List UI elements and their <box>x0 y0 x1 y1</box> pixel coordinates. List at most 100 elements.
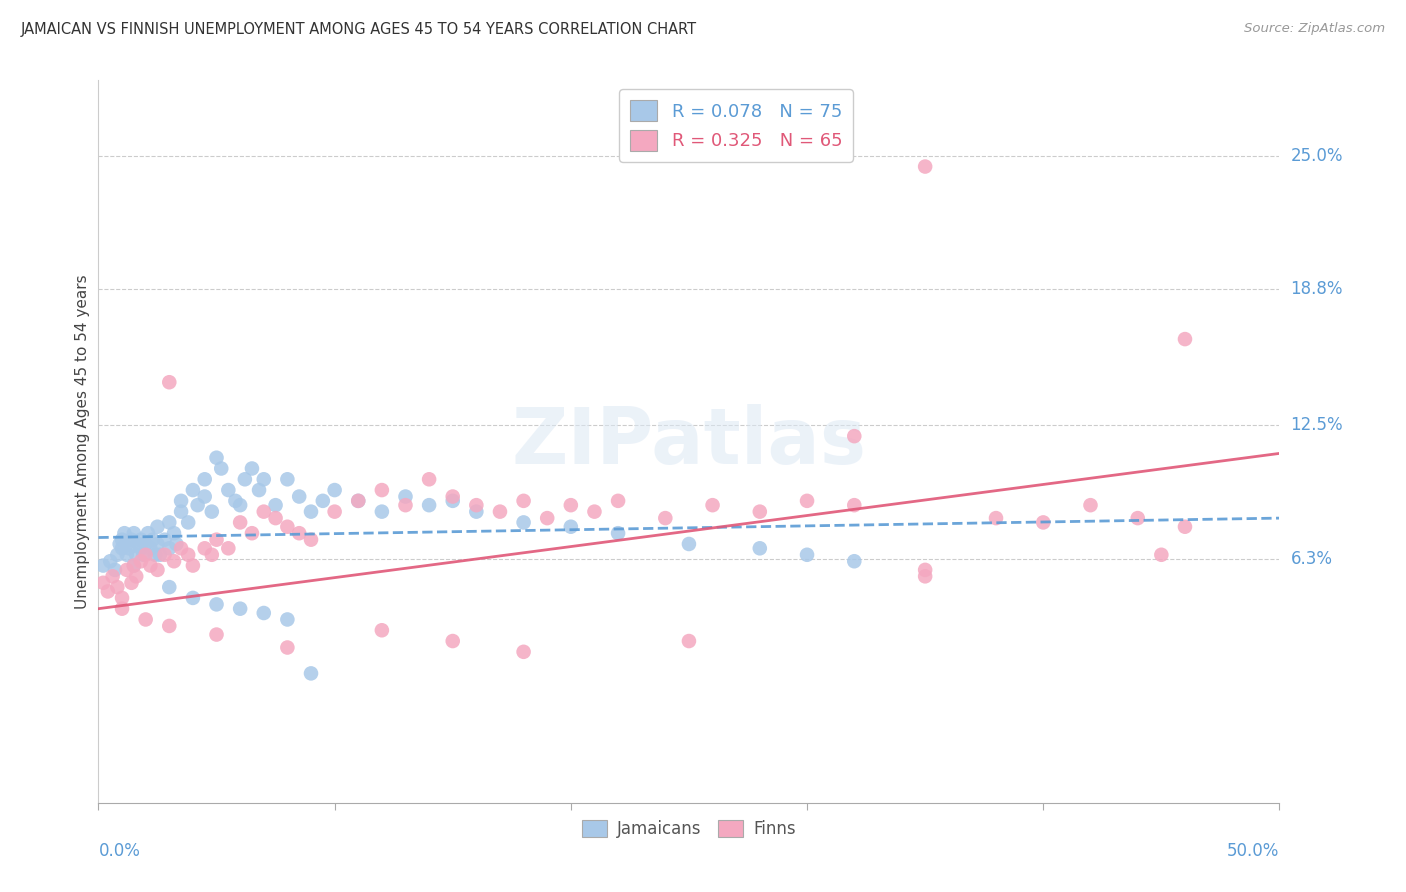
Point <box>229 498 252 512</box>
Point <box>394 498 416 512</box>
Point <box>371 505 394 519</box>
Point <box>181 558 204 573</box>
Point <box>146 520 169 534</box>
Point <box>201 505 224 519</box>
Point <box>98 554 121 568</box>
Point <box>796 493 818 508</box>
Point <box>299 505 322 519</box>
Point <box>441 634 464 648</box>
Point <box>288 490 311 504</box>
Point <box>104 563 127 577</box>
Point <box>984 511 1007 525</box>
Point <box>607 526 630 541</box>
Point <box>465 505 488 519</box>
Text: ZIPatlas: ZIPatlas <box>512 403 866 480</box>
Point <box>194 490 217 504</box>
Point <box>748 505 770 519</box>
Point <box>170 505 193 519</box>
Point <box>139 558 162 573</box>
Point <box>91 575 114 590</box>
Point <box>229 601 252 615</box>
Point <box>125 569 148 583</box>
Point <box>157 541 180 556</box>
Point <box>129 554 152 568</box>
Point <box>276 612 298 626</box>
Point <box>111 591 134 605</box>
Point <box>112 526 135 541</box>
Point <box>583 505 606 519</box>
Point <box>135 612 157 626</box>
Point <box>224 493 246 508</box>
Point <box>135 548 157 562</box>
Text: 18.8%: 18.8% <box>1291 280 1343 299</box>
Point <box>129 533 152 547</box>
Text: 25.0%: 25.0% <box>1291 147 1343 165</box>
Point <box>205 598 228 612</box>
Point <box>1080 498 1102 512</box>
Point <box>512 645 534 659</box>
Point <box>129 541 152 556</box>
Point <box>253 606 276 620</box>
Point <box>111 601 134 615</box>
Point <box>394 490 416 504</box>
Point <box>121 533 143 547</box>
Point <box>128 537 150 551</box>
Point <box>312 493 335 508</box>
Point <box>111 533 134 547</box>
Point <box>678 537 700 551</box>
Point <box>560 520 582 534</box>
Point <box>299 666 322 681</box>
Point <box>489 505 512 519</box>
Point <box>142 533 165 547</box>
Point <box>914 160 936 174</box>
Point <box>108 537 131 551</box>
Point <box>253 472 276 486</box>
Point <box>205 533 228 547</box>
Point <box>441 490 464 504</box>
Y-axis label: Unemployment Among Ages 45 to 54 years: Unemployment Among Ages 45 to 54 years <box>75 274 90 609</box>
Point <box>165 537 187 551</box>
Point <box>97 584 120 599</box>
Point <box>118 541 141 556</box>
Point <box>153 533 176 547</box>
Point <box>194 472 217 486</box>
Text: 50.0%: 50.0% <box>1227 842 1279 860</box>
Text: JAMAICAN VS FINNISH UNEMPLOYMENT AMONG AGES 45 TO 54 YEARS CORRELATION CHART: JAMAICAN VS FINNISH UNEMPLOYMENT AMONG A… <box>21 22 697 37</box>
Point <box>157 516 180 530</box>
Point <box>157 376 180 390</box>
Point <box>465 498 488 512</box>
Point <box>163 526 186 541</box>
Point <box>253 505 276 519</box>
Point <box>702 498 724 512</box>
Point <box>201 548 224 562</box>
Point <box>146 537 169 551</box>
Point <box>115 548 138 562</box>
Point <box>217 483 239 497</box>
Point <box>371 483 394 497</box>
Point <box>170 541 193 556</box>
Point <box>264 498 287 512</box>
Point <box>105 548 128 562</box>
Point <box>181 483 204 497</box>
Point <box>607 493 630 508</box>
Point <box>181 591 204 605</box>
Point <box>276 640 298 655</box>
Point <box>233 472 256 486</box>
Point <box>299 533 322 547</box>
Point <box>205 627 228 641</box>
Point <box>240 526 263 541</box>
Point <box>149 548 172 562</box>
Point <box>121 575 143 590</box>
Text: 0.0%: 0.0% <box>98 842 141 860</box>
Point <box>323 483 346 497</box>
Point <box>1032 516 1054 530</box>
Point <box>115 537 138 551</box>
Point <box>264 511 287 525</box>
Legend: Jamaicans, Finns: Jamaicans, Finns <box>575 814 803 845</box>
Point <box>418 472 440 486</box>
Point <box>371 624 394 638</box>
Point <box>512 516 534 530</box>
Point <box>1150 548 1173 562</box>
Point <box>1126 511 1149 525</box>
Point <box>536 511 558 525</box>
